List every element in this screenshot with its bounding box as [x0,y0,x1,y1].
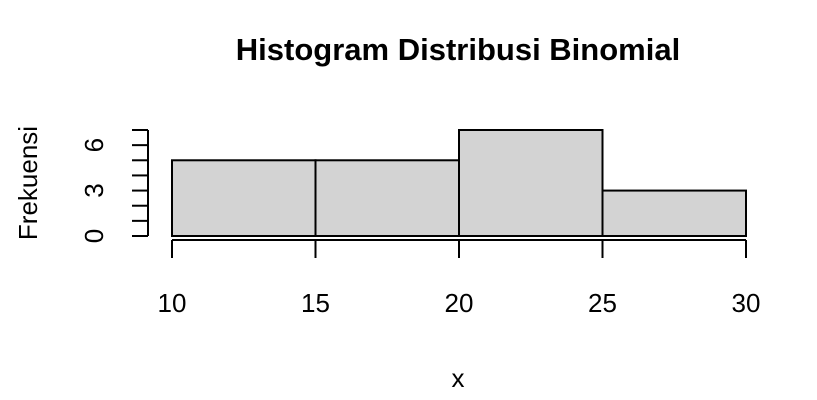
x-axis: 10 15 20 25 30 [158,239,761,318]
histogram-bar-4 [601,189,747,237]
y-tick-label: 3 [79,183,109,197]
x-tick-label: 10 [158,288,187,318]
y-axis: 0 3 6 [79,129,149,243]
y-tick-label: 0 [79,229,109,243]
bars-group [171,129,747,238]
y-tick-label: 6 [79,138,109,152]
x-tick-label: 15 [301,288,330,318]
histogram-bar-1 [171,159,317,238]
histogram-bar-3 [458,129,604,237]
chart-title: Histogram Distribusi Binomial [236,32,680,67]
x-tick-label: 25 [588,288,617,318]
x-tick-label: 20 [445,288,474,318]
histogram-bar-2 [314,159,460,238]
x-tick-label: 30 [732,288,761,318]
y-axis-label: Frekuensi [13,126,43,240]
x-axis-label: x [452,363,465,393]
